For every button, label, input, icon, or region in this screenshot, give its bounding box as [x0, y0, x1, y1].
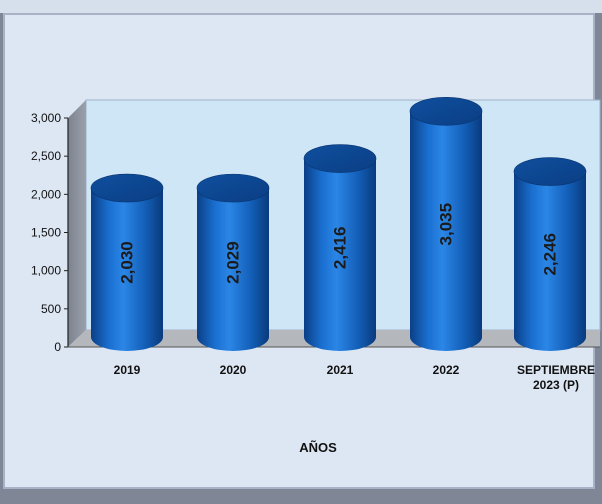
bar-cylinder-top — [513, 157, 587, 186]
x-category-label: 2021 — [327, 363, 354, 377]
bar — [196, 173, 270, 351]
y-tick-label: 3,000 — [31, 111, 61, 125]
y-tick-label: 1,500 — [31, 226, 61, 240]
x-category-label: 2020 — [220, 363, 247, 377]
x-category-label: 2023 (P) — [533, 378, 579, 392]
y-tick-label: 2,000 — [31, 187, 61, 201]
bar — [303, 144, 377, 351]
y-tick-label: 500 — [41, 302, 61, 316]
y-tick-label: 0 — [54, 340, 61, 354]
y-tick-label: 2,500 — [31, 149, 61, 163]
bar — [513, 157, 587, 351]
x-category-label: 2019 — [114, 363, 141, 377]
bar-cylinder-body — [304, 158, 376, 351]
bar-value-label: 3,035 — [436, 203, 455, 246]
bar-cylinder-body — [197, 188, 269, 351]
bar-cylinder-top — [90, 173, 164, 203]
bar-cylinder-top — [196, 173, 270, 203]
x-category-label: 2022 — [433, 363, 460, 377]
bar-cylinder-top — [409, 97, 483, 126]
side-wall — [68, 100, 86, 347]
y-tick-label: 1,000 — [31, 264, 61, 278]
bar-cylinder-body — [410, 111, 482, 351]
bar-value-label: 2,246 — [540, 233, 559, 276]
bar-value-label: 2,029 — [223, 241, 242, 284]
x-category-label: SEPTIEMBRE — [517, 363, 595, 377]
bar-cylinder-top — [303, 144, 377, 173]
chart-bars — [90, 97, 587, 351]
x-axis-title: AÑOS — [299, 440, 337, 455]
bar-value-label: 2,030 — [117, 241, 136, 284]
bar-cylinder-body — [514, 171, 586, 351]
bar-cylinder-body — [91, 188, 163, 351]
chart-labels: 0 500 1,000 1,500 2,000 2,500 3,000 2,030 2019 2,… — [31, 111, 595, 455]
top-strip — [0, 0, 602, 13]
bar — [90, 173, 164, 351]
bar — [409, 97, 483, 351]
bar-value-label: 2,416 — [330, 227, 349, 270]
